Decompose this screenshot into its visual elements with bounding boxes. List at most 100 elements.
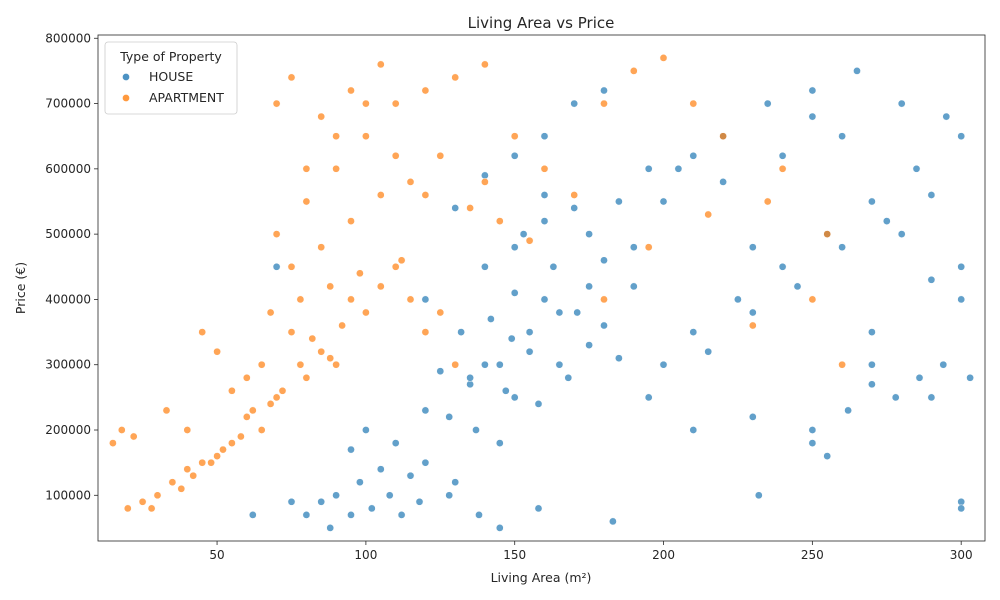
point-house bbox=[347, 511, 355, 519]
point-house bbox=[609, 517, 617, 526]
point-house bbox=[778, 151, 787, 160]
x-tick-label: 150 bbox=[503, 548, 526, 562]
point-house bbox=[957, 497, 966, 506]
point-house bbox=[495, 360, 504, 369]
point-apartment bbox=[317, 112, 326, 121]
point-house bbox=[385, 491, 394, 500]
point-house bbox=[302, 511, 311, 519]
point-apartment bbox=[272, 230, 281, 238]
point-apartment bbox=[242, 413, 251, 421]
point-house bbox=[445, 413, 454, 421]
x-tick-label: 200 bbox=[652, 548, 675, 562]
point-apartment bbox=[421, 86, 430, 95]
point-apartment bbox=[228, 386, 236, 395]
point-apartment bbox=[391, 151, 400, 160]
point-house bbox=[421, 458, 430, 467]
point-house bbox=[391, 439, 400, 447]
chart-title: Living Area vs Price bbox=[468, 14, 615, 32]
point-house bbox=[481, 262, 489, 271]
point-house bbox=[689, 151, 698, 160]
y-tick-label: 800000 bbox=[45, 31, 91, 45]
point-apartment bbox=[296, 360, 305, 369]
point-apartment bbox=[257, 426, 266, 434]
point-house bbox=[897, 230, 906, 238]
point-apartment bbox=[332, 360, 340, 369]
point-house bbox=[957, 132, 966, 141]
point-house bbox=[942, 112, 951, 121]
y-axis: 100000 200000 300000 400000 500000 600000 7000… bbox=[45, 31, 98, 502]
point-apartment bbox=[808, 295, 817, 304]
point-apartment bbox=[763, 197, 772, 206]
point-house bbox=[332, 491, 340, 500]
point-house bbox=[808, 112, 817, 121]
point-house bbox=[481, 360, 489, 369]
point-house bbox=[326, 524, 335, 532]
point-apartment bbox=[123, 504, 132, 513]
point-house bbox=[549, 262, 558, 271]
point-house bbox=[793, 282, 802, 291]
point-apartment bbox=[406, 178, 415, 186]
x-tick-label: 50 bbox=[209, 548, 224, 562]
plot-frame bbox=[97, 34, 986, 542]
point-house bbox=[510, 151, 519, 160]
x-axis-label: Living Area (m²) bbox=[491, 570, 592, 585]
point-house bbox=[466, 380, 474, 389]
point-apartment bbox=[376, 60, 385, 69]
point-apartment bbox=[436, 151, 445, 160]
point-apartment bbox=[356, 269, 364, 278]
point-house bbox=[585, 282, 593, 291]
point-house bbox=[472, 426, 480, 434]
legend-marker-apartment bbox=[122, 94, 130, 102]
point-house bbox=[808, 86, 817, 95]
point-house bbox=[674, 164, 683, 173]
point-apartment bbox=[347, 86, 355, 95]
point-apartment bbox=[177, 484, 186, 493]
point-apartment bbox=[495, 217, 504, 225]
point-house bbox=[481, 171, 489, 180]
point-apartment bbox=[347, 295, 355, 304]
point-house bbox=[915, 373, 924, 382]
x-tick-label: 250 bbox=[801, 548, 824, 562]
point-house bbox=[421, 406, 430, 415]
point-house bbox=[823, 452, 832, 460]
point-apartment bbox=[629, 67, 638, 75]
point-house bbox=[466, 373, 474, 382]
point-house bbox=[534, 400, 543, 408]
point-house bbox=[897, 99, 906, 108]
point-apartment bbox=[326, 282, 335, 291]
point-apartment bbox=[481, 60, 489, 69]
point-apartment bbox=[317, 347, 326, 356]
point-house bbox=[510, 289, 519, 297]
point-apartment bbox=[183, 426, 192, 434]
point-house bbox=[844, 406, 852, 415]
point-apartment bbox=[147, 504, 156, 513]
point-house bbox=[347, 445, 355, 454]
point-apartment bbox=[213, 347, 221, 356]
point-apartment bbox=[748, 321, 757, 330]
point-house bbox=[957, 262, 966, 271]
point-apartment bbox=[397, 256, 406, 265]
points-layer bbox=[109, 54, 974, 532]
point-house bbox=[555, 360, 564, 369]
point-apartment bbox=[391, 99, 400, 108]
point-apartment bbox=[719, 132, 727, 141]
point-house bbox=[957, 504, 966, 513]
point-house bbox=[644, 164, 653, 173]
point-house bbox=[763, 99, 772, 108]
point-apartment bbox=[540, 164, 549, 173]
x-axis: 50 100 150 200 250 300 bbox=[209, 541, 973, 562]
point-house bbox=[853, 67, 861, 75]
point-house bbox=[436, 367, 445, 376]
point-apartment bbox=[266, 400, 275, 408]
point-apartment bbox=[362, 308, 370, 317]
point-apartment bbox=[391, 262, 400, 271]
point-apartment bbox=[287, 328, 296, 336]
point-apartment bbox=[317, 243, 326, 252]
point-apartment bbox=[168, 478, 177, 487]
point-apartment bbox=[129, 432, 138, 441]
point-house bbox=[451, 478, 460, 487]
point-house bbox=[868, 197, 876, 206]
point-house bbox=[540, 191, 549, 199]
point-house bbox=[451, 204, 460, 212]
point-apartment bbox=[823, 230, 832, 238]
